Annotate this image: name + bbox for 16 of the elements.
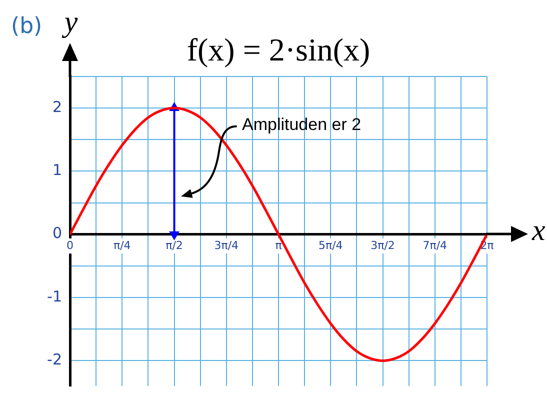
y-tick-label: 1: [52, 161, 62, 180]
y-tick-label: -1: [47, 287, 62, 306]
x-tick-label: π/4: [113, 238, 131, 252]
x-tick-label: 3π/4: [214, 238, 239, 252]
x-axis-title: x: [531, 214, 546, 248]
x-tick-label: π: [275, 238, 282, 252]
x-tick-label: 0: [66, 238, 74, 252]
y-tick-label: 2: [52, 98, 62, 116]
x-tick-label: π/2: [166, 238, 183, 252]
text: (b): [11, 14, 42, 39]
x-tick-label: 5π/4: [318, 238, 343, 252]
y-tick-label: -2: [47, 350, 62, 369]
x-tick-label: 7π/4: [422, 238, 448, 252]
y-axis-title: y: [61, 5, 78, 38]
chart-title: f(x) = 2·sin(x): [186, 32, 370, 68]
x-tick-label: 3π/2: [370, 238, 395, 252]
